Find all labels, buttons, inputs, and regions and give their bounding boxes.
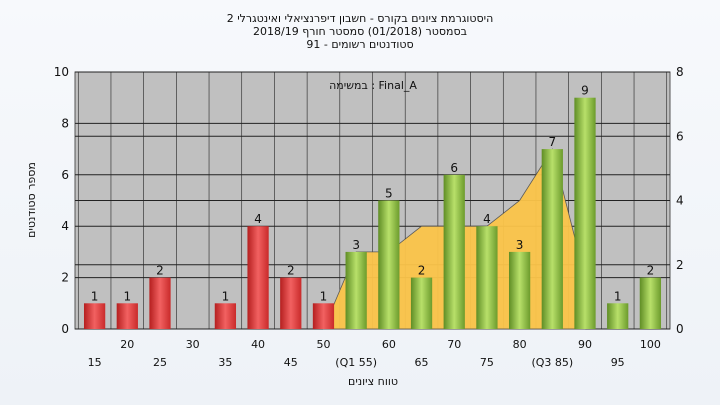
bar-15	[574, 97, 596, 329]
bar-label-8: 3	[352, 238, 360, 252]
bar-17	[639, 277, 662, 329]
x-tick-1: 20	[120, 338, 134, 351]
bar-5	[247, 226, 269, 329]
bar-9	[378, 200, 400, 329]
bar-0	[83, 303, 106, 329]
bar-label-0: 1	[91, 289, 99, 303]
y-axis-label: מספר סטודנטים	[25, 162, 38, 238]
bar-13	[508, 251, 531, 329]
x-tick-10: 65	[415, 356, 429, 369]
bar-11	[443, 174, 465, 329]
x-tick-7: 50	[316, 338, 330, 351]
bar-7	[312, 303, 335, 329]
y2-tick-4: 8	[676, 65, 684, 79]
x-axis-label: טווח ציונים	[348, 375, 398, 388]
x-tick-12: 75	[480, 356, 494, 369]
bar-label-1: 1	[123, 289, 131, 303]
x-tick-16: 95	[611, 356, 625, 369]
bar-label-5: 4	[254, 212, 262, 226]
y-tick-2: 4	[61, 219, 69, 233]
x-tick-13: 80	[513, 338, 527, 351]
y2-tick-3: 6	[676, 129, 684, 143]
bar-label-11: 6	[450, 161, 458, 175]
y-axis-ticks: 0 2 4 6 8 10	[54, 65, 69, 336]
bar-label-17: 2	[647, 264, 655, 278]
x-tick-0: 15	[88, 356, 102, 369]
labels-group: 1 1 2 1 4 2 1 3 5 2 6 4 3 7 9 1 2	[91, 84, 654, 304]
bar-8	[345, 251, 367, 329]
bar-16	[607, 303, 629, 329]
bar-4	[214, 303, 237, 329]
bar-2	[149, 277, 171, 329]
y-tick-5: 10	[54, 65, 69, 79]
x-tick-3: 30	[186, 338, 200, 351]
x-tick-9: 60	[382, 338, 396, 351]
y2-tick-0: 0	[676, 322, 684, 336]
bar-label-12: 4	[483, 212, 491, 226]
y2-tick-1: 2	[676, 258, 684, 272]
task-annotation: במשימה : Final_A	[329, 79, 417, 92]
bars-group	[83, 97, 662, 329]
bar-6	[280, 277, 302, 329]
y-tick-1: 2	[61, 271, 69, 285]
chart-title-line-2: בסמסטר (01/2018) סמסטר חורף 2018/19	[253, 25, 467, 38]
x-tick-8: (Q1 55)	[335, 356, 377, 369]
chart-title-line-3: סטודנטים רשומים - 91	[306, 38, 414, 51]
bar-10	[410, 277, 433, 329]
bar-label-2: 2	[156, 264, 164, 278]
y-tick-4: 8	[61, 116, 69, 130]
bar-label-6: 2	[287, 264, 295, 278]
x-tick-11: 70	[447, 338, 461, 351]
x-tick-17: 100	[640, 338, 661, 351]
bar-label-10: 2	[418, 264, 426, 278]
x-tick-2: 25	[153, 356, 167, 369]
y2-axis-ticks: 0 2 4 6 8	[676, 65, 684, 336]
bar-12	[476, 226, 498, 329]
y-tick-0: 0	[61, 322, 69, 336]
y2-tick-2: 4	[676, 194, 684, 208]
bar-label-9: 5	[385, 187, 393, 201]
chart-title-line-1: היסטוגרמת ציונים בקורס - חשבון דיפרנציאל…	[226, 12, 494, 25]
bar-label-15: 9	[581, 84, 589, 98]
y-tick-3: 6	[61, 168, 69, 182]
bar-14	[541, 149, 563, 329]
x-tick-6: 45	[284, 356, 298, 369]
x-axis-ticks: 15 20 25 30 35 40 45 50 (Q1 55) 60 65 70 75 80 (Q3 85)…	[88, 338, 661, 369]
bar-label-14: 7	[548, 135, 556, 149]
bar-label-4: 1	[222, 289, 230, 303]
x-tick-4: 35	[218, 356, 232, 369]
x-tick-14: (Q3 85)	[531, 356, 573, 369]
bar-label-7: 1	[320, 289, 328, 303]
x-tick-15: 90	[578, 338, 592, 351]
bar-label-16: 1	[614, 289, 622, 303]
bar-1	[116, 303, 138, 329]
bar-label-13: 3	[516, 238, 524, 252]
x-tick-5: 40	[251, 338, 265, 351]
